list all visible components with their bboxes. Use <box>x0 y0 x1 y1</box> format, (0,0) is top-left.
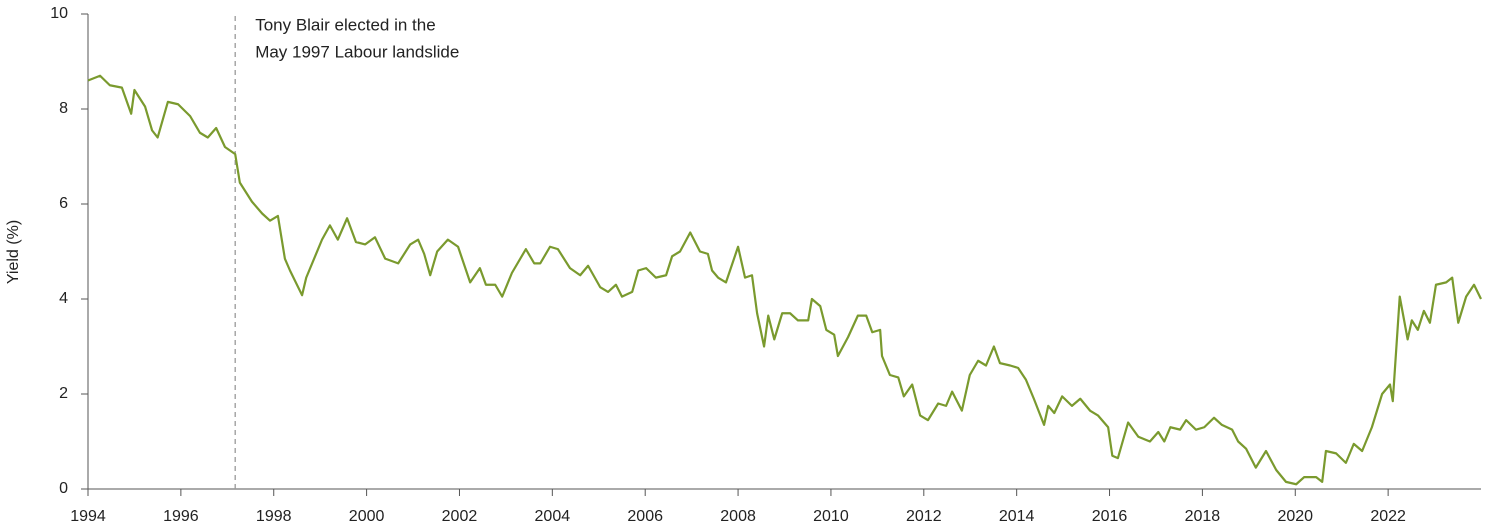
x-tick-label: 1994 <box>70 508 106 525</box>
x-tick-label: 2022 <box>1370 508 1406 525</box>
x-tick-label: 2018 <box>1185 508 1221 525</box>
x-tick-label: 2020 <box>1277 508 1313 525</box>
annotation-text: May 1997 Labour landslide <box>255 42 459 61</box>
x-tick-label: 2010 <box>813 508 849 525</box>
x-tick-label: 2000 <box>349 508 385 525</box>
y-tick-label: 4 <box>59 290 68 307</box>
x-tick-label: 2012 <box>906 508 942 525</box>
x-tick-label: 1996 <box>163 508 199 525</box>
y-tick-label: 10 <box>50 5 68 22</box>
x-tick-label: 1998 <box>256 508 292 525</box>
y-tick-label: 2 <box>59 385 68 402</box>
x-tick-label: 2002 <box>442 508 478 525</box>
y-tick-label: 6 <box>59 195 68 212</box>
x-tick-label: 2016 <box>1092 508 1128 525</box>
y-tick-label: 8 <box>59 100 68 117</box>
line <box>87 74 1482 486</box>
x-tick-label: 2008 <box>720 508 756 525</box>
y-tick-label: 0 <box>59 480 68 497</box>
annotation-text: Tony Blair elected in the <box>255 15 436 34</box>
x-tick-label: 2004 <box>535 508 571 525</box>
x-tick-label: 2014 <box>999 508 1035 525</box>
y-axis-label: Yield (%) <box>5 220 22 284</box>
x-tick-label: 2006 <box>627 508 663 525</box>
